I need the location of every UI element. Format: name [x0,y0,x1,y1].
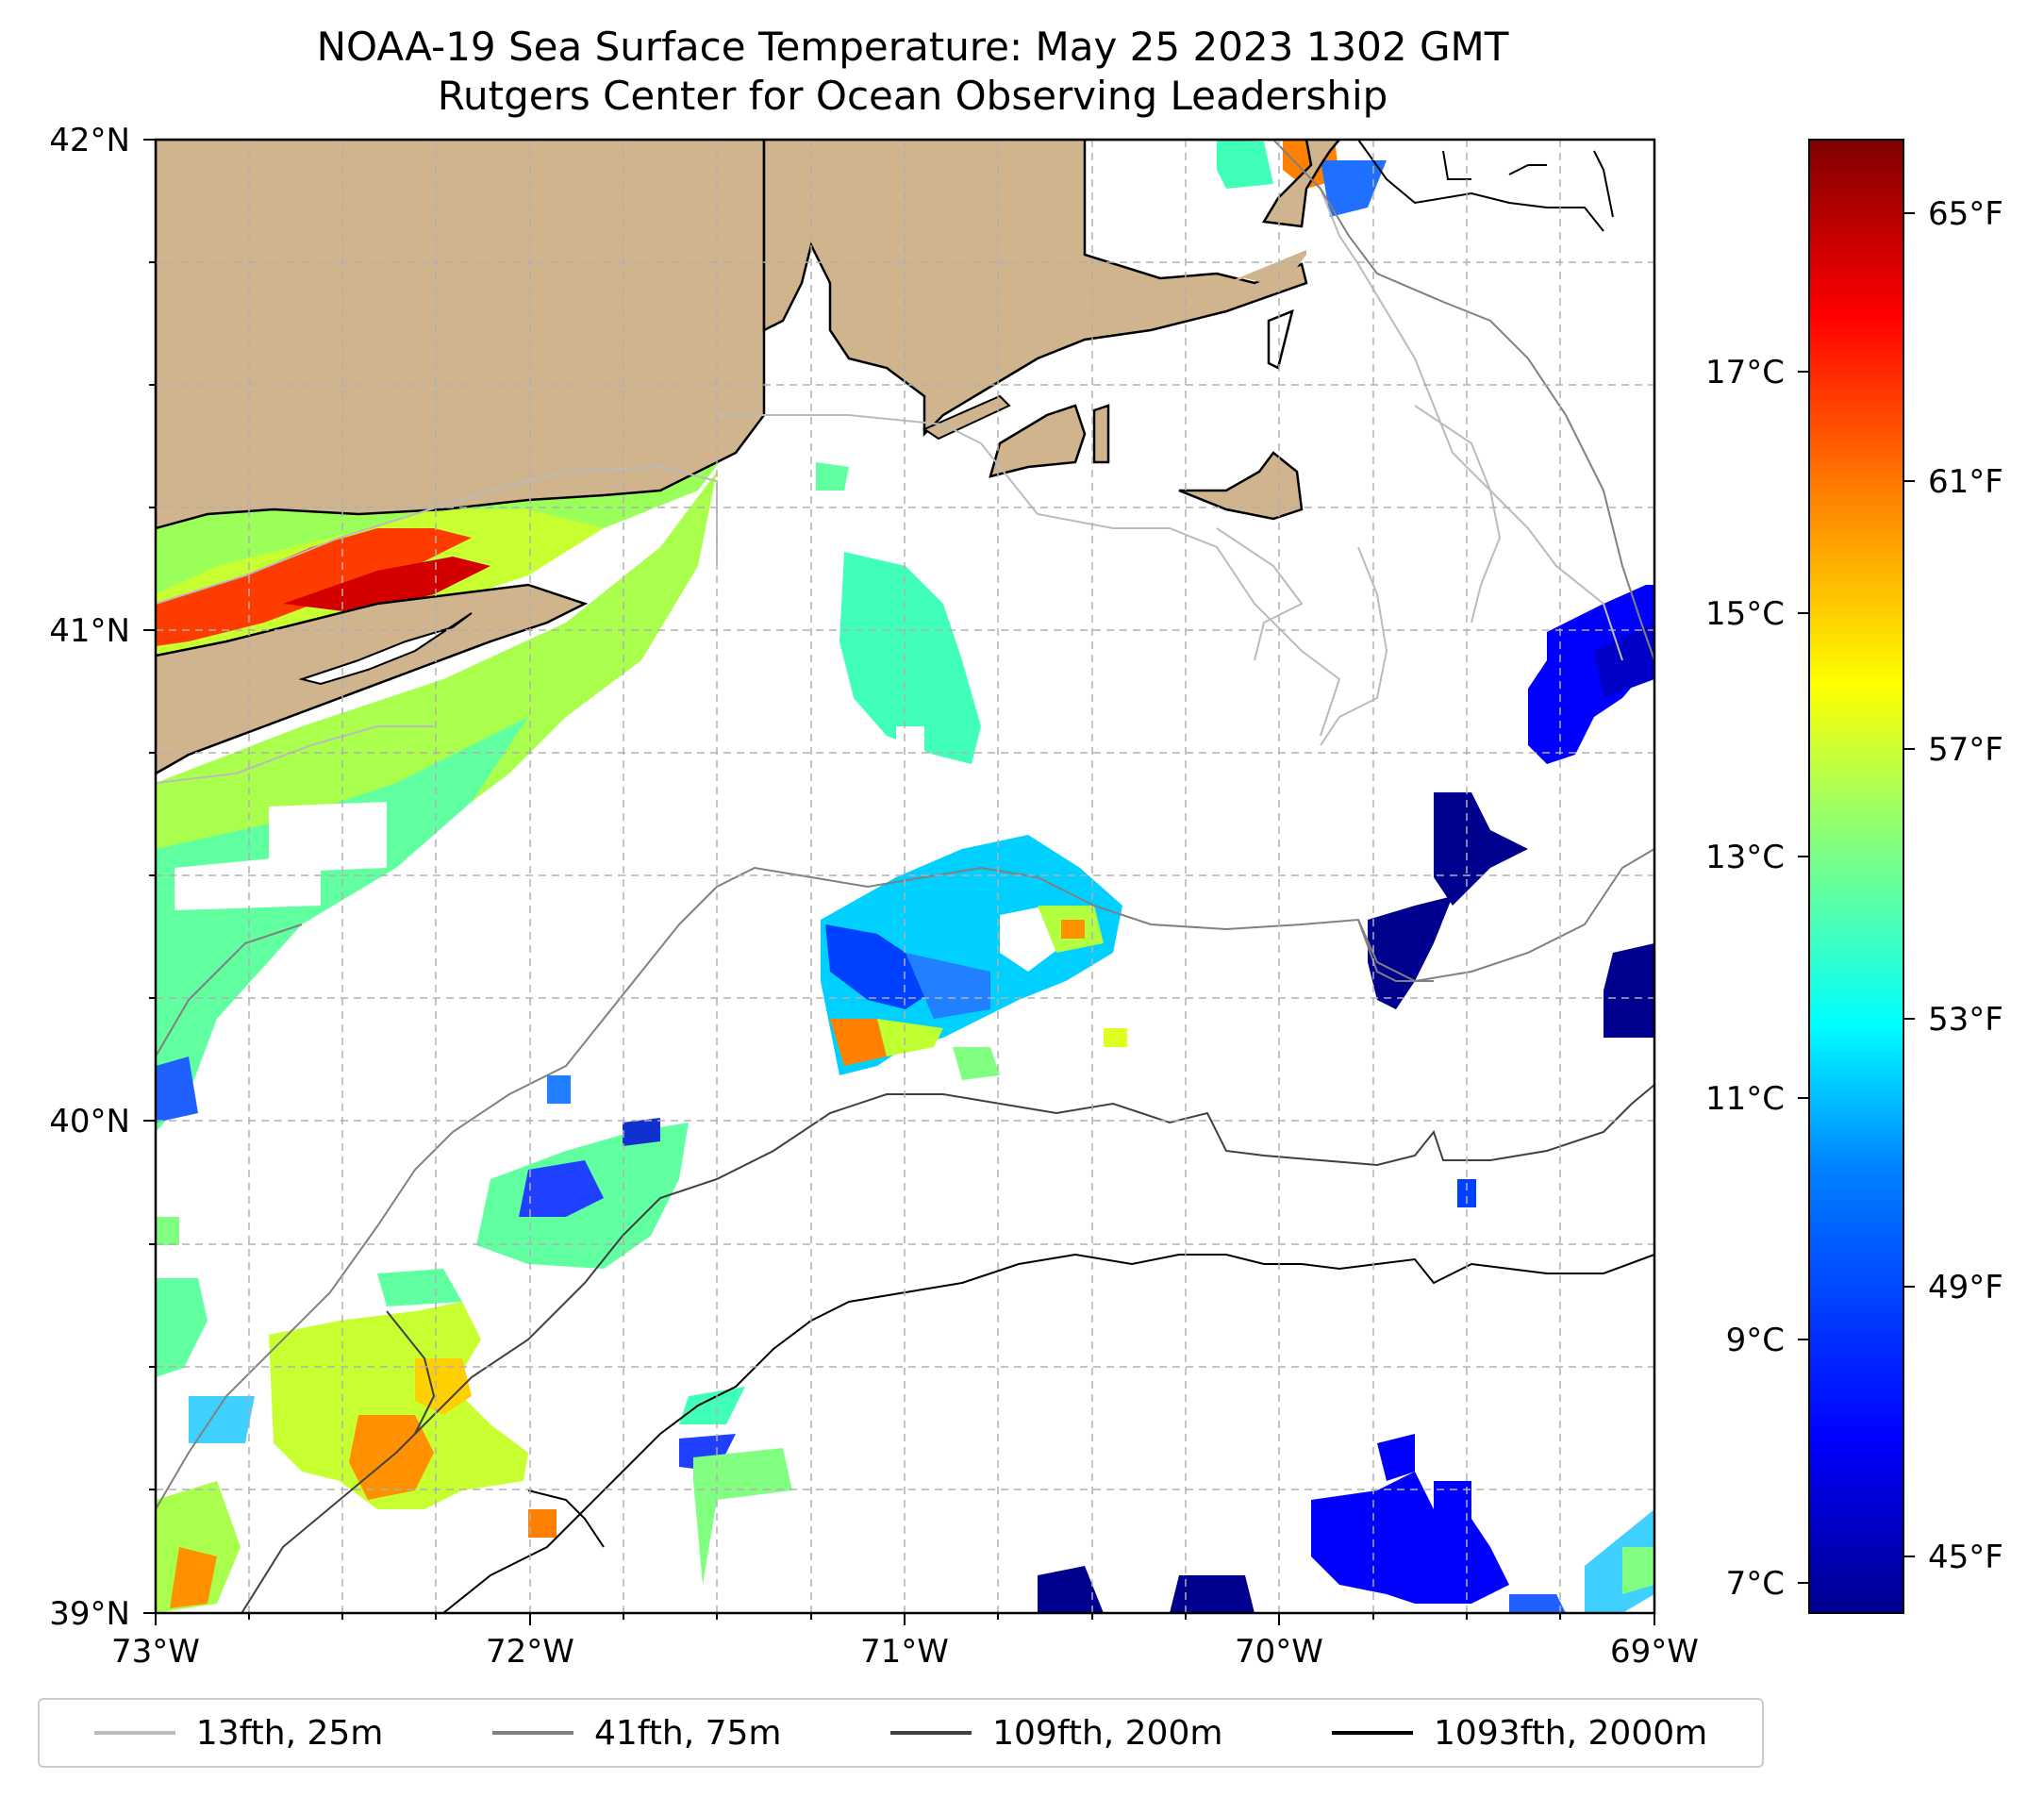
title-line-1: NOAA-19 Sea Surface Temperature: May 25 … [316,24,1509,70]
legend-item-75m: 41fth, 75m [491,1713,782,1753]
contour-2000m [442,1253,1654,1613]
colorbar-fahrenheit-labels: 65°F 61°F 57°F 53°F 49°F 45°F [1928,195,2003,1576]
lon-label-70: 70°W [1235,1633,1323,1671]
lat-tick-labels: 42°N 41°N 40°N 39°N [49,122,130,1633]
lon-label-71: 71°W [860,1633,949,1671]
lat-label-40: 40°N [49,1103,130,1140]
legend-label-200m: 109fth, 200m [992,1713,1223,1753]
contour-200m [241,1084,1654,1613]
legend-label-2000m: 1093fth, 2000m [1434,1713,1708,1753]
celsius-label-11: 11°C [1705,1080,1785,1118]
celsius-label-13: 13°C [1705,839,1785,876]
legend-item-200m: 109fth, 200m [890,1714,1222,1753]
sst-patch-slope-sea [1038,792,1654,1613]
fahrenheit-label-49: 49°F [1928,1269,2003,1306]
legend-label-75m: 41fth, 75m [593,1713,782,1753]
contour-25m [156,188,1623,784]
land [156,140,1341,775]
legend-label-25m: 13fth, 25m [195,1713,384,1753]
sst-patch-south-of-block-island [816,462,981,764]
lat-label-39: 39°N [49,1595,130,1633]
legend-item-25m: 13fth, 25m [93,1713,384,1753]
legend-swatch-75m [491,1731,573,1735]
legend-swatch-2000m [1332,1731,1414,1735]
contour-75m [156,140,1654,1510]
sst-patch-shelf-break-front [821,835,1127,1080]
fahrenheit-label-45: 45°F [1928,1539,2003,1576]
lon-label-72: 72°W [486,1633,574,1671]
sst-patch-outer-shelf [679,1387,792,1585]
sst-patch-new-jersey-shelf [156,1217,557,1613]
fahrenheit-label-61: 61°F [1928,463,2003,501]
lat-label-41: 41°N [49,612,130,650]
fahrenheit-label-65: 65°F [1928,195,2003,233]
celsius-label-15: 15°C [1705,595,1785,633]
fahrenheit-label-53: 53°F [1928,1001,2003,1039]
lon-tick-labels: 73°W 72°W 71°W 70°W 69°W [111,1633,1699,1671]
celsius-label-9: 9°C [1726,1322,1785,1359]
fahrenheit-label-57: 57°F [1928,731,2003,769]
title-line-2: Rutgers Center for Ocean Observing Leade… [437,73,1388,119]
colorbar-fahrenheit-axis [1903,212,1915,1557]
sst-patch-mid-shelf [476,1075,689,1269]
celsius-label-7: 7°C [1726,1565,1785,1603]
contour-legend: 13fth, 25m 41fth, 75m 109fth, 200m 1093f… [38,1698,1764,1768]
chart-title: NOAA-19 Sea Surface Temperature: May 25 … [0,23,1825,121]
lon-label-69: 69°W [1610,1633,1699,1671]
map-area [156,140,1654,1613]
legend-swatch-200m [890,1731,972,1735]
legend-swatch-25m [93,1731,175,1735]
colorbar [1808,139,1904,1614]
legend-item-2000m: 1093fth, 2000m [1332,1714,1707,1753]
colorbar-celsius-axis [1798,371,1809,1584]
colorbar-celsius-labels: 17°C 15°C 13°C 11°C 9°C 7°C [1705,354,1785,1603]
lon-label-73: 73°W [111,1633,200,1671]
axis-ticks [143,139,1655,1625]
celsius-label-17: 17°C [1705,354,1785,391]
coastline-cape-cod-east [1357,140,1614,232]
lat-label-42: 42°N [49,122,130,159]
